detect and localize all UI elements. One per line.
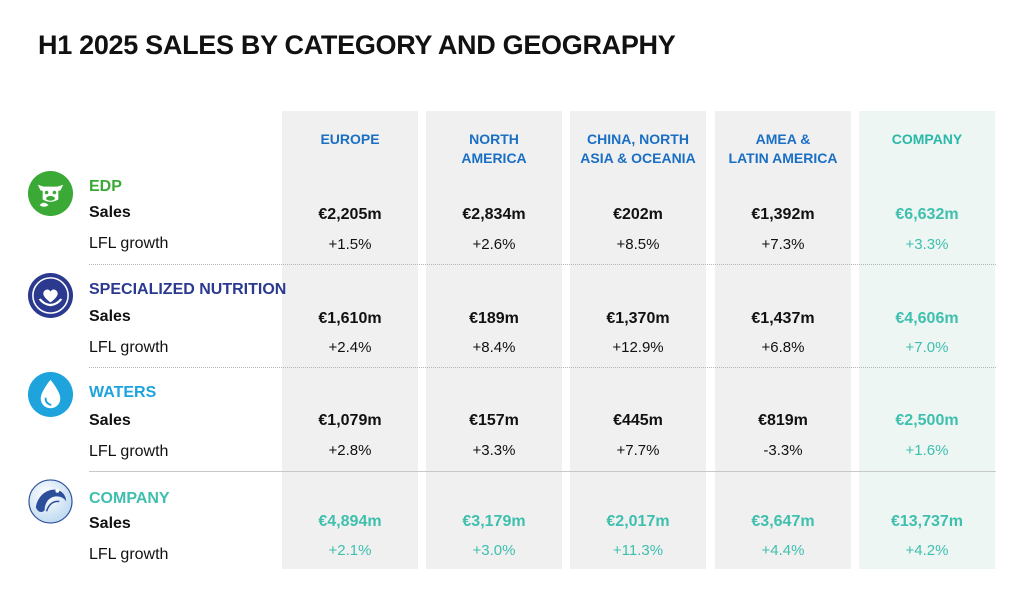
cell-sales: €2,500m bbox=[895, 412, 959, 429]
cell-sales: €2,017m bbox=[606, 513, 670, 530]
page-title: H1 2025 SALES BY CATEGORY AND GEOGRAPHY bbox=[38, 30, 676, 60]
column-header-europe: EUROPE bbox=[320, 131, 380, 147]
cell-sales: €1,079m bbox=[318, 412, 382, 429]
cell-lfl: -3.3% bbox=[763, 442, 803, 459]
row-label-sales: Sales bbox=[89, 204, 131, 221]
column-bg-company bbox=[859, 111, 995, 569]
cell-sales: €819m bbox=[758, 412, 808, 429]
cell-sales: €1,610m bbox=[318, 310, 382, 327]
cell-sales: €4,606m bbox=[895, 310, 959, 327]
company-logo-icon bbox=[27, 478, 74, 525]
cell-sales: €189m bbox=[469, 310, 519, 327]
hand-heart-icon bbox=[27, 272, 74, 319]
category-name-company: COMPANY bbox=[89, 490, 170, 507]
cell-lfl: +4.2% bbox=[905, 542, 949, 559]
cell-sales: €4,894m bbox=[318, 513, 382, 530]
row-label-sales: Sales bbox=[89, 412, 131, 429]
cell-lfl: +7.3% bbox=[761, 236, 805, 253]
column-bg-amea-latam bbox=[715, 111, 851, 569]
cell-sales: €202m bbox=[613, 206, 663, 223]
category-name-specialized-nutrition: SPECIALIZED NUTRITION bbox=[89, 281, 287, 298]
cell-sales: €2,205m bbox=[318, 206, 382, 223]
cell-sales: €3,179m bbox=[462, 513, 526, 530]
water-drop-icon bbox=[27, 371, 74, 418]
cell-lfl: +2.4% bbox=[328, 339, 372, 356]
cell-sales: €3,647m bbox=[751, 513, 815, 530]
cell-lfl: +8.4% bbox=[472, 339, 516, 356]
row-label-lfl: LFL growth bbox=[89, 546, 169, 563]
column-header-north-america: NORTH AMERICA bbox=[461, 131, 527, 166]
row-separator bbox=[89, 471, 996, 472]
row-label-sales: Sales bbox=[89, 308, 131, 325]
cell-lfl: +11.3% bbox=[612, 542, 664, 559]
column-header-company: COMPANY bbox=[891, 131, 963, 147]
cell-lfl: +2.8% bbox=[328, 442, 372, 459]
cell-lfl: +3.3% bbox=[472, 442, 516, 459]
cell-sales: €157m bbox=[469, 412, 519, 429]
cell-sales: €2,834m bbox=[462, 206, 526, 223]
cell-lfl: +7.7% bbox=[616, 442, 660, 459]
cow-icon bbox=[27, 170, 74, 217]
cell-lfl: +8.5% bbox=[616, 236, 660, 253]
row-label-lfl: LFL growth bbox=[89, 235, 169, 252]
column-bg-north-america bbox=[426, 111, 562, 569]
cell-lfl: +3.3% bbox=[905, 236, 949, 253]
cell-lfl: +2.1% bbox=[328, 542, 372, 559]
cell-sales: €445m bbox=[613, 412, 663, 429]
column-bg-europe bbox=[282, 111, 418, 569]
row-label-lfl: LFL growth bbox=[89, 443, 169, 460]
cell-sales: €1,392m bbox=[751, 206, 815, 223]
row-label-lfl: LFL growth bbox=[89, 339, 169, 356]
column-bg-china-asia-oceania bbox=[570, 111, 706, 569]
cell-lfl: +2.6% bbox=[472, 236, 516, 253]
cell-sales: €6,632m bbox=[895, 206, 959, 223]
column-header-china-asia-oceania: CHINA, NORTH ASIA & OCEANIA bbox=[580, 131, 696, 166]
row-separator bbox=[89, 367, 996, 368]
cell-sales: €1,437m bbox=[751, 310, 815, 327]
row-separator bbox=[89, 264, 996, 265]
cell-lfl: +1.5% bbox=[328, 236, 372, 253]
row-label-sales: Sales bbox=[89, 515, 131, 532]
cell-lfl: +3.0% bbox=[472, 542, 516, 559]
cell-lfl: +7.0% bbox=[905, 339, 949, 356]
category-name-waters: WATERS bbox=[89, 384, 157, 401]
cell-sales: €1,370m bbox=[606, 310, 670, 327]
cell-lfl: +12.9% bbox=[612, 339, 664, 356]
cell-lfl: +6.8% bbox=[761, 339, 805, 356]
cell-lfl: +4.4% bbox=[761, 542, 805, 559]
column-header-amea-latam: AMEA & LATIN AMERICA bbox=[728, 131, 838, 166]
cell-lfl: +1.6% bbox=[905, 442, 949, 459]
category-name-edp: EDP bbox=[89, 178, 122, 195]
cell-sales: €13,737m bbox=[890, 513, 964, 530]
